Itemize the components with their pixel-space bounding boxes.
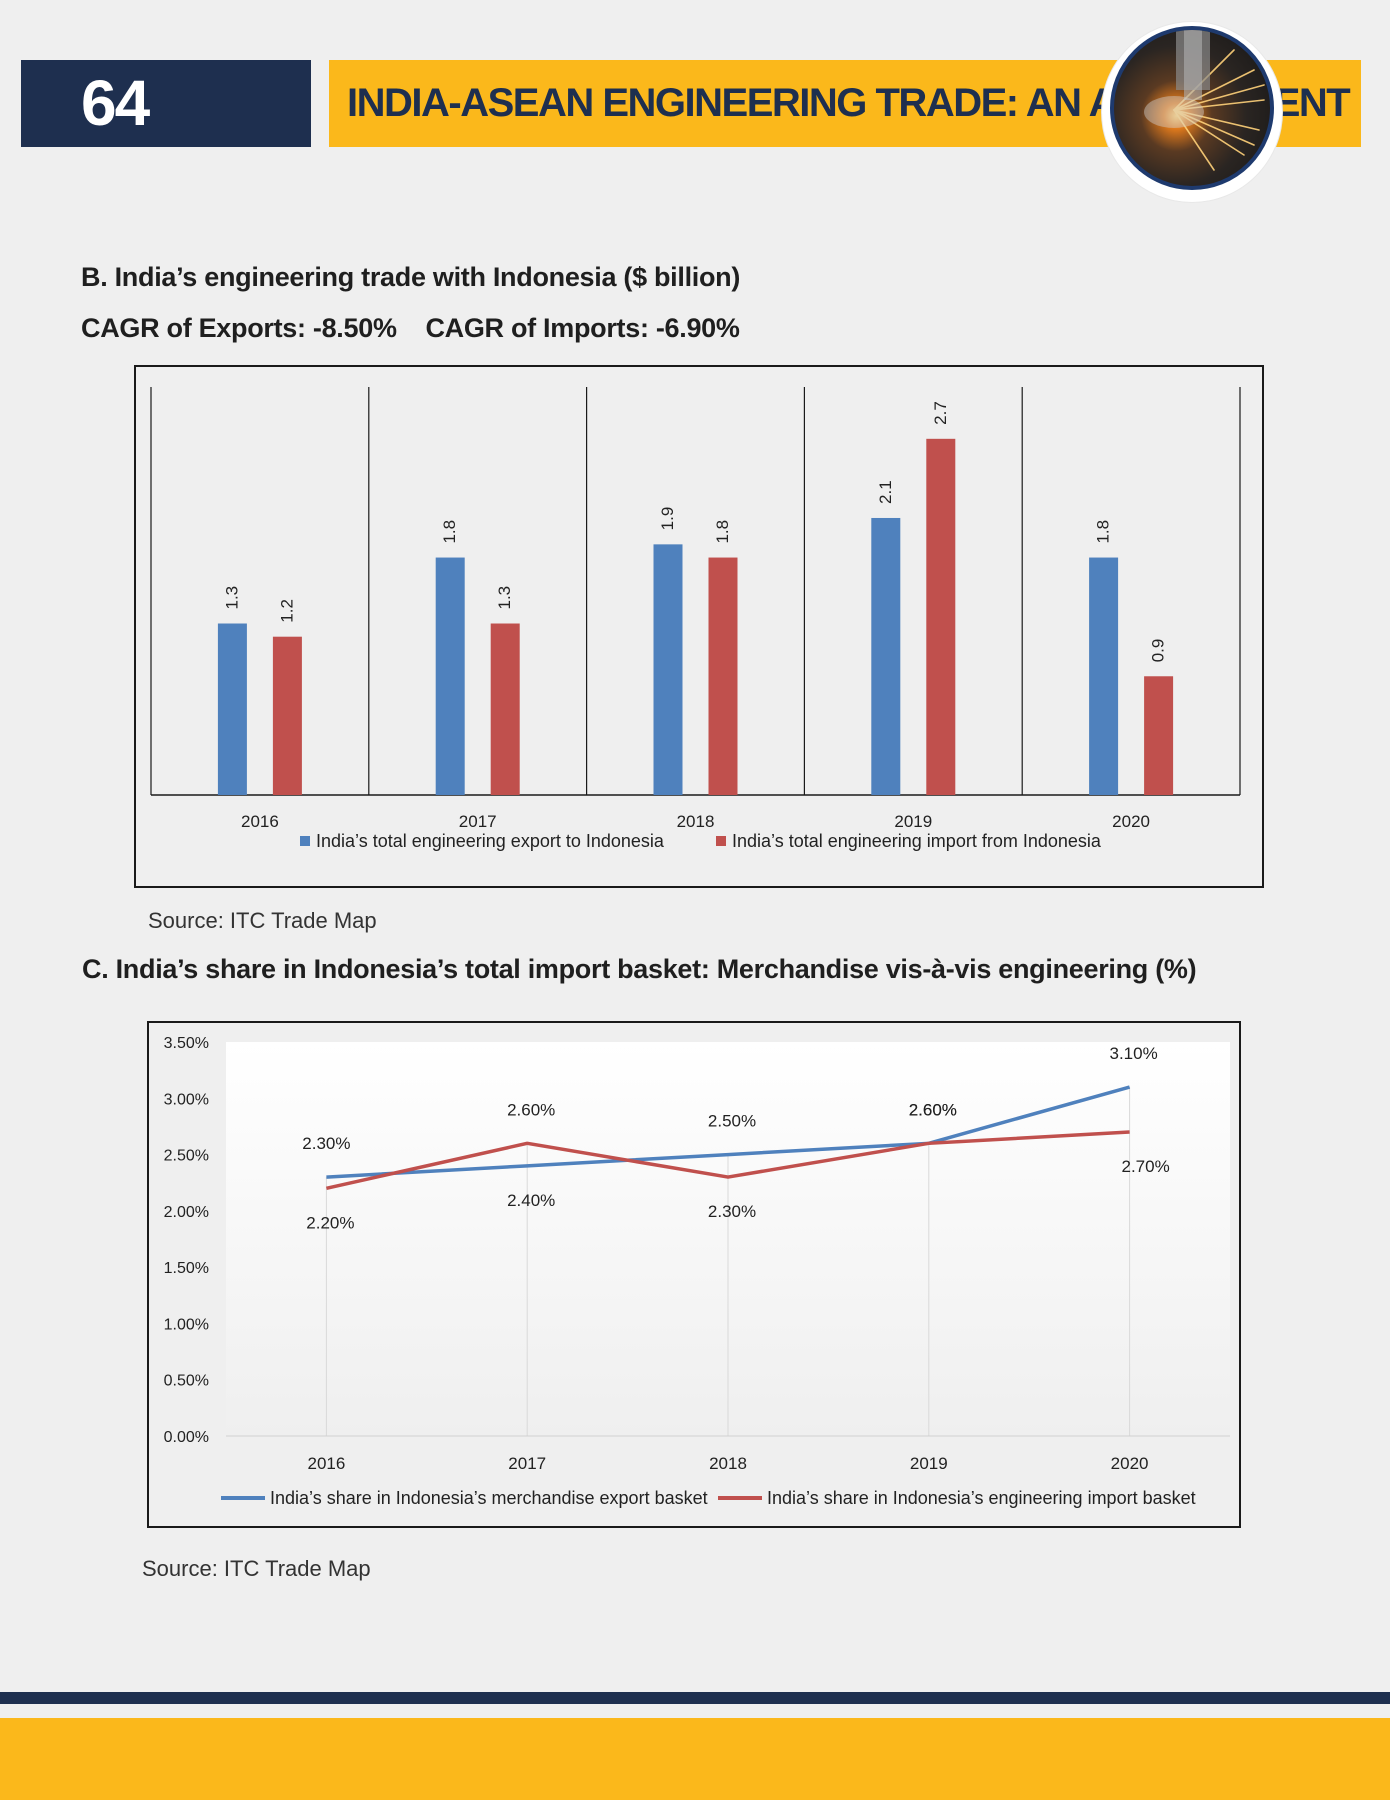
line-chart: 0.00% 0.50% 1.00% 1.50% 2.00% 2.50% 3.00% 3.50%…: [164, 1035, 1230, 1508]
bar-data-label: 1.8: [1094, 520, 1113, 544]
y-tick-label: 2.00%: [164, 1204, 209, 1221]
bar-chart-source: Source: ITC Trade Map: [148, 908, 377, 933]
legend-swatch: [716, 836, 726, 846]
cagr-text: CAGR of Exports: -8.50% CAGR of Imports:…: [81, 313, 740, 343]
import-bar: [926, 438, 956, 795]
line-chart-title: C. India’s share in Indonesia’s total im…: [82, 954, 1197, 984]
bar-chart-title: B. India’s engineering trade with Indone…: [81, 262, 741, 292]
x-tick-label: 2016: [307, 1454, 345, 1473]
x-tick-label: 2017: [508, 1454, 546, 1473]
x-tick-label: 2020: [1112, 812, 1150, 831]
merchandise-share-line: [326, 1085, 1131, 1179]
y-tick-label: 0.00%: [164, 1429, 209, 1446]
line-data-label: 2.60%: [507, 1100, 555, 1119]
bar-data-label: 1.8: [440, 520, 459, 544]
import-bar: [708, 557, 738, 795]
line-data-label: 2.30%: [302, 1134, 350, 1153]
y-tick-label: 0.50%: [164, 1373, 209, 1390]
import-bar: [1144, 676, 1174, 795]
line-data-label: 2.60%: [909, 1100, 957, 1119]
bar-data-label: 0.9: [1149, 639, 1168, 663]
export-bar: [1089, 557, 1119, 795]
bar-data-label: 1.3: [495, 586, 514, 610]
legend-swatch: [300, 836, 310, 846]
legend-label: India’s total engineering import from In…: [732, 831, 1102, 851]
metal-grinding-sparks-photo: [1110, 26, 1274, 190]
line-data-label: 2.40%: [507, 1191, 555, 1210]
legend-label: India’s share in Indonesia’s merchandise…: [270, 1488, 708, 1508]
export-bar: [653, 544, 683, 795]
export-bar: [435, 557, 465, 795]
x-tick-label: 2017: [459, 812, 497, 831]
y-tick-label: 1.00%: [164, 1316, 209, 1333]
line-chart-frame: 0.00% 0.50% 1.00% 1.50% 2.00% 2.50% 3.00% 3.50%…: [147, 1021, 1241, 1528]
bar-data-label: 2.7: [931, 401, 950, 425]
line-data-label: 3.10%: [1109, 1044, 1157, 1063]
import-bar: [490, 623, 520, 795]
engineering-share-line: [326, 1130, 1130, 1191]
sparks-icon: [1144, 30, 1265, 171]
x-tick-label: 2019: [910, 1454, 948, 1473]
line-chart-source: Source: ITC Trade Map: [142, 1556, 371, 1581]
bar-data-label: 1.2: [277, 599, 296, 623]
bar-chart: 1.3 1.2 2016 1.8 1.3 2017 1.9 1.8 2018 2.1 2.7 2019…: [150, 387, 1241, 851]
footer-stripe: [0, 1692, 1390, 1704]
import-bar: [272, 636, 302, 795]
line-data-label: 2.70%: [1121, 1157, 1169, 1176]
line-data-label: 2.50%: [708, 1112, 756, 1131]
x-tick-label: 2020: [1111, 1454, 1149, 1473]
x-tick-label: 2019: [894, 812, 932, 831]
x-tick-label: 2018: [709, 1454, 747, 1473]
line-data-label: 2.30%: [708, 1202, 756, 1221]
legend-label: India’s share in Indonesia’s engineering…: [767, 1488, 1196, 1508]
x-tick-label: 2016: [241, 812, 279, 831]
y-tick-label: 1.50%: [164, 1260, 209, 1277]
line-data-label: 2.20%: [306, 1213, 354, 1232]
footer-band: [0, 1718, 1390, 1800]
legend-label: India’s total engineering export to Indo…: [316, 831, 665, 851]
export-bar: [871, 517, 901, 795]
y-tick-label: 2.50%: [164, 1148, 209, 1165]
bar-data-label: 1.9: [658, 507, 677, 531]
y-tick-label: 3.50%: [164, 1035, 209, 1052]
page-number: 64: [21, 60, 311, 147]
y-tick-label: 3.00%: [164, 1091, 209, 1108]
bar-data-label: 1.3: [222, 586, 241, 610]
bar-data-label: 1.8: [713, 520, 732, 544]
x-tick-label: 2018: [677, 812, 715, 831]
bar-data-label: 2.1: [876, 480, 895, 504]
export-bar: [217, 623, 247, 795]
bar-chart-frame: 1.3 1.2 2016 1.8 1.3 2017 1.9 1.8 2018 2.1 2.7 2019…: [134, 365, 1264, 888]
line-data-label: 2.60%: [909, 1100, 957, 1119]
